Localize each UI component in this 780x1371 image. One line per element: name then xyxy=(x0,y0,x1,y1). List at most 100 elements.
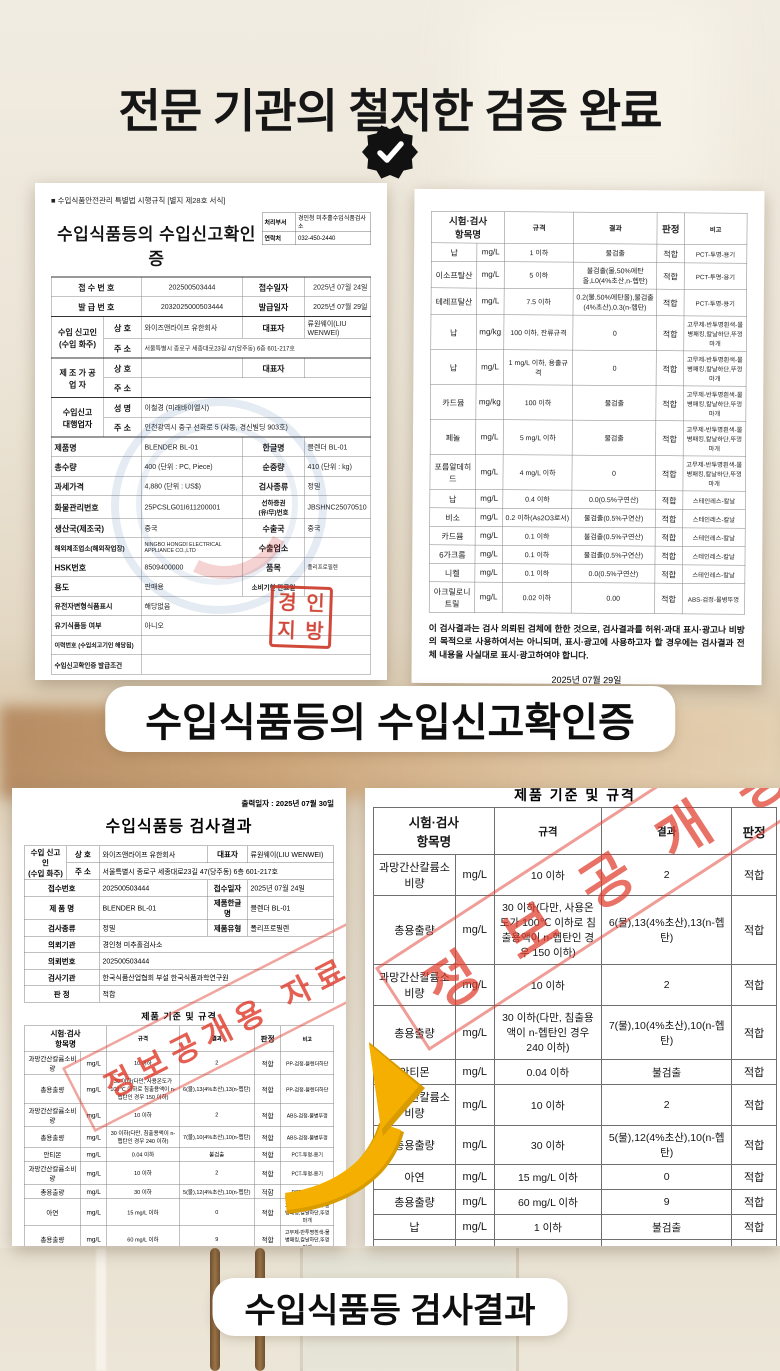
item-verdict: 적합 xyxy=(731,1125,777,1165)
item-result: 불검출(물,50%에탄올,L0(4%초산,n-헵탄) xyxy=(573,262,657,290)
item-remark: ABS-검정-물병뚜껑 xyxy=(280,1126,334,1148)
test-result-table: 시험·검사 항목명 규격 결과 판정 비고 납 mg/L 1 이하 불검출 적합 xyxy=(429,211,748,615)
item-spec: 10 이하 xyxy=(106,1103,180,1127)
request-org-label: 의뢰기관 xyxy=(24,936,100,953)
item-value: 폴리프로필렌 xyxy=(304,557,371,577)
item-verdict: 적합 xyxy=(655,455,683,491)
importer-address: 서울특별시 종로구 세종대로23길 47(당주동) 6층 601-217호 xyxy=(141,338,371,359)
item-unit: mg/L xyxy=(80,1051,108,1075)
item-name: 총용출량 xyxy=(24,1126,81,1148)
item-unit: mg/L xyxy=(80,1198,108,1226)
item-verdict: 적합 xyxy=(731,1239,777,1246)
item-name: 과망간산칼륨소비량 xyxy=(24,1161,81,1185)
inspection-result-document: 출력일자 : 2025년 07월 30일 수입식품등 검사결과 수입 신고인 (… xyxy=(12,788,346,1246)
seal-char: 인 xyxy=(305,592,326,615)
item-unit: mg/L xyxy=(476,261,505,289)
manufacturer-label: 제 조 가 공 업 자 xyxy=(51,357,104,398)
test-row: 이소프탈산 mg/L 5 이하 불검출(물,50%에탄올,L0(4%초산,n-헵… xyxy=(431,261,747,290)
enlarged-result-table-document: 제품 기준 및 규격 시험·검사 항목명 규격 결과 판정 과망간산칼륨소비량 … xyxy=(365,788,780,1246)
item-remark: 스테인레스-칼날 xyxy=(682,490,746,510)
caption-test-result: 수입식품등 검사결과 xyxy=(212,1278,568,1336)
item-verdict: 적합 xyxy=(656,350,684,386)
item-remark: PCT-투명-용기 xyxy=(683,262,747,290)
item-spec: 30 이하 xyxy=(493,1125,603,1165)
importer-label: 수입 신고인 (수입 화주) xyxy=(24,845,67,880)
item-unit: mg/L xyxy=(475,526,503,546)
item-remark: PP-검정-블렌더하단 xyxy=(280,1074,334,1104)
company-value: 와이즈앤라이프 유한회사 xyxy=(99,845,208,863)
item-name: 총용출량 xyxy=(24,1184,81,1199)
item-spec: 1 mg/L 이하, 용출규격 xyxy=(503,349,573,386)
verified-badge-icon xyxy=(360,122,420,187)
item-unit: mg/L xyxy=(454,1164,495,1190)
seal-char: 지 xyxy=(276,619,297,642)
rep-label: 대표자 xyxy=(207,845,248,863)
caption-import-declaration: 수입식품등의 수입신고확인증 xyxy=(105,686,675,752)
inspection-type-label: 검사종류 xyxy=(24,919,100,937)
test-row: 과망간산칼륨소비량 mg/L 10 이하 2 적합 xyxy=(373,854,777,896)
item-verdict: 적합 xyxy=(254,1225,282,1246)
item-remark: 고무제-반투명흰색-물병패킹,칼날하단,뚜껑마개 xyxy=(682,455,746,492)
item-remark: PCT-투명-용기 xyxy=(683,289,747,317)
item-unit: mg/L xyxy=(80,1161,108,1185)
item-result: 불검출 xyxy=(572,385,657,421)
item-verdict: 적합 xyxy=(254,1074,282,1104)
item-name: 카드뮴 xyxy=(429,526,476,546)
zoom-arrow-icon xyxy=(285,1032,435,1222)
test-row: 납 mg/L 1 이하 불검출 적합 PCT-투명-용기 xyxy=(431,242,747,264)
receipt-date-value: 2025년 07월 24일 xyxy=(247,879,334,897)
item-unit: mg/L xyxy=(454,854,495,896)
importer-label: 수입 신고인 (수입 화주) xyxy=(51,316,104,359)
item-name: 6가크롬 xyxy=(429,544,476,564)
item-verdict: 적합 xyxy=(731,1164,777,1190)
item-result: 불검출 xyxy=(601,1214,733,1240)
item-result: 2 xyxy=(178,1103,255,1127)
item-result: 2 xyxy=(601,854,733,896)
issue-date: 2025년 07월 29일 xyxy=(304,296,371,317)
address-value: 서울특별시 종로구 세종대로23길 47(당주동) 6층 601-217호 xyxy=(99,862,334,880)
test-row: 총용출량 mg/L 60 mg/L 이하 9 적합 xyxy=(373,1189,777,1215)
use-label: 용도 xyxy=(51,576,142,597)
product-kr-value: 블렌더 BL-01 xyxy=(247,896,334,920)
item-name: 총용출량 xyxy=(24,1074,81,1104)
item-result: 불검출 xyxy=(573,243,658,263)
item-name: 총용출량 xyxy=(373,895,456,965)
item-spec: 15 mg/L 이하 xyxy=(493,1164,603,1190)
item-verdict: 적합 xyxy=(254,1051,282,1075)
print-date-value: 2025년 07월 30일 xyxy=(275,799,334,809)
page-title: 전문 기관의 철저한 검증 완료 xyxy=(118,84,663,137)
item-unit: mg/L xyxy=(475,545,503,564)
item-verdict: 적합 xyxy=(731,854,777,896)
receipt-no: 202500503444 xyxy=(141,276,243,297)
item-spec: 0.02 이하 xyxy=(502,582,572,614)
item-spec: 5 mg/L 이하 xyxy=(503,419,573,456)
item-verdict: 적합 xyxy=(731,1005,777,1060)
test-row: 아연 mg/L 15 mg/L 이하 0 적합 고무제-반투명흰색-물병패킹,칼… xyxy=(24,1198,334,1226)
item-result: 0 xyxy=(572,455,656,491)
item-verdict: 적합 xyxy=(731,1084,777,1126)
item-unit: mg/L xyxy=(454,1125,495,1165)
item-name: 납 xyxy=(373,1239,456,1246)
section-title: 제품 기준 및 규격 xyxy=(141,1011,217,1022)
product-label: 제 품 명 xyxy=(24,896,100,920)
request-no-label: 의뢰번호 xyxy=(24,952,100,970)
item-result: 5(물),12(4%초산),10(n-헵탄) xyxy=(178,1184,255,1199)
item-unit: mg/L xyxy=(454,1189,495,1215)
item-unit: mg/L xyxy=(475,419,504,455)
test-row: 총용출량 mg/L 30 이하(다만, 사용온도가 100℃ 이하로 침출용액이… xyxy=(24,1074,334,1104)
item-remark: 고무제-반투명흰색-물병패킹,칼날하단,뚜껑마개 xyxy=(683,315,747,352)
item-verdict: 적합 xyxy=(254,1198,282,1226)
item-name: 과망간산칼륨소비량 xyxy=(373,854,456,896)
trace-value xyxy=(141,635,371,655)
item-result: 7(물),10(4%초산),10(n-헵탄) xyxy=(178,1126,255,1148)
item-verdict: 적합 xyxy=(254,1184,282,1199)
item-unit: mg/L xyxy=(454,1005,495,1060)
receipt-date-label: 접수일자 xyxy=(207,879,248,897)
item-verdict: 적합 xyxy=(254,1161,282,1185)
item-spec: 10 이하 xyxy=(106,1161,180,1185)
issue-no-label: 발 급 번 호 xyxy=(51,296,142,317)
test-row: 비소 mg/L 0.2 이하(As2O3로서) 불검출(0.5%구연산) 적합 … xyxy=(429,507,746,529)
document-title: 수입식품등의 수입신고확인증 xyxy=(57,225,256,269)
name-label: 성 명 xyxy=(103,397,142,418)
test-row: 납 mg/L 0.4 이하 0.0(0.5%구연산) 적합 스테인레스-칼날 xyxy=(429,489,746,510)
